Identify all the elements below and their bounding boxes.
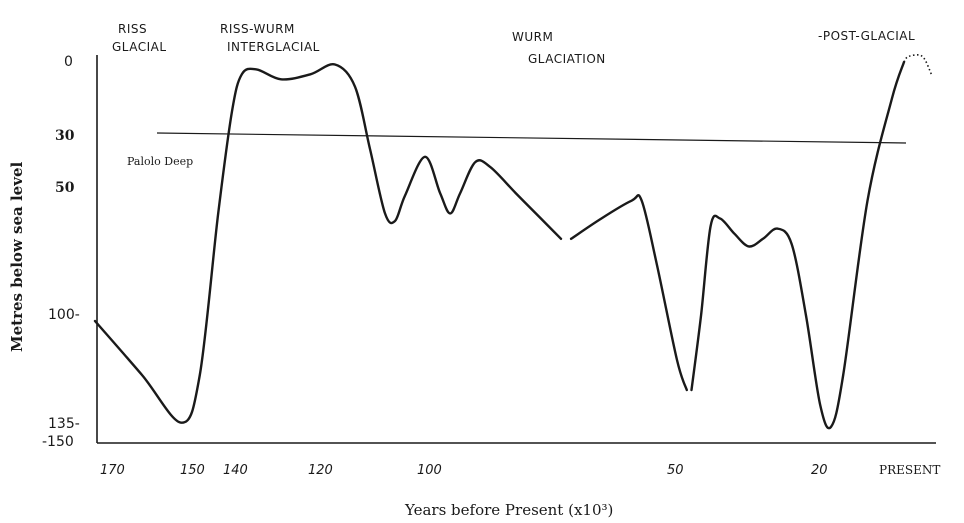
y-tick-labels: 0 30 50 100- 135- -150 <box>42 54 80 450</box>
x-axis-title: Years before Present (x10³) <box>404 501 613 519</box>
series-line-segment <box>690 60 906 430</box>
period-label-riss-glacial: RISS GLACIAL <box>112 22 167 54</box>
svg-text:-POST-GLACIAL: -POST-GLACIAL <box>818 29 915 43</box>
x-tick-labels: 170 150 140 120 100 50 20 PRESENT <box>100 463 940 478</box>
palolo-deep-label: Palolo Deep <box>127 155 193 168</box>
svg-text:RISS: RISS <box>118 22 147 36</box>
period-label-riss-wurm-interglacial: RISS-WURM INTERGLACIAL <box>220 22 320 54</box>
series-dotted-end <box>903 54 933 75</box>
period-label-post-glacial: -POST-GLACIAL <box>818 29 915 43</box>
svg-text:GLACIATION: GLACIATION <box>528 52 606 66</box>
series-line-segment <box>93 63 563 424</box>
x-tick-label: PRESENT <box>879 463 940 477</box>
x-tick-label: 100 <box>417 463 442 478</box>
x-tick-label: 140 <box>223 463 248 478</box>
y-tick-label: 30 <box>55 128 75 144</box>
svg-text:RISS-WURM: RISS-WURM <box>220 22 295 36</box>
palolo-deep-line <box>156 132 907 144</box>
svg-text:INTERGLACIAL: INTERGLACIAL <box>227 40 320 54</box>
period-label-wurm-glaciation: WURM GLACIATION <box>512 30 606 66</box>
svg-text:GLACIAL: GLACIAL <box>112 40 167 54</box>
x-tick-label: 50 <box>667 463 684 478</box>
y-tick-label: 100- <box>48 307 80 323</box>
y-tick-label: 135- <box>48 416 80 432</box>
x-tick-label: 120 <box>308 463 333 478</box>
series-line-segment <box>569 194 688 392</box>
x-tick-label: 170 <box>100 463 125 478</box>
y-tick-label: 50 <box>55 180 75 196</box>
y-axis-title: Metres below sea level <box>8 162 26 352</box>
y-tick-label: 0 <box>64 54 73 70</box>
y-tick-label: -150 <box>42 434 74 450</box>
svg-text:WURM: WURM <box>512 30 553 44</box>
x-tick-label: 20 <box>811 463 828 478</box>
x-tick-label: 150 <box>180 463 205 478</box>
sea-level-series <box>93 54 933 430</box>
